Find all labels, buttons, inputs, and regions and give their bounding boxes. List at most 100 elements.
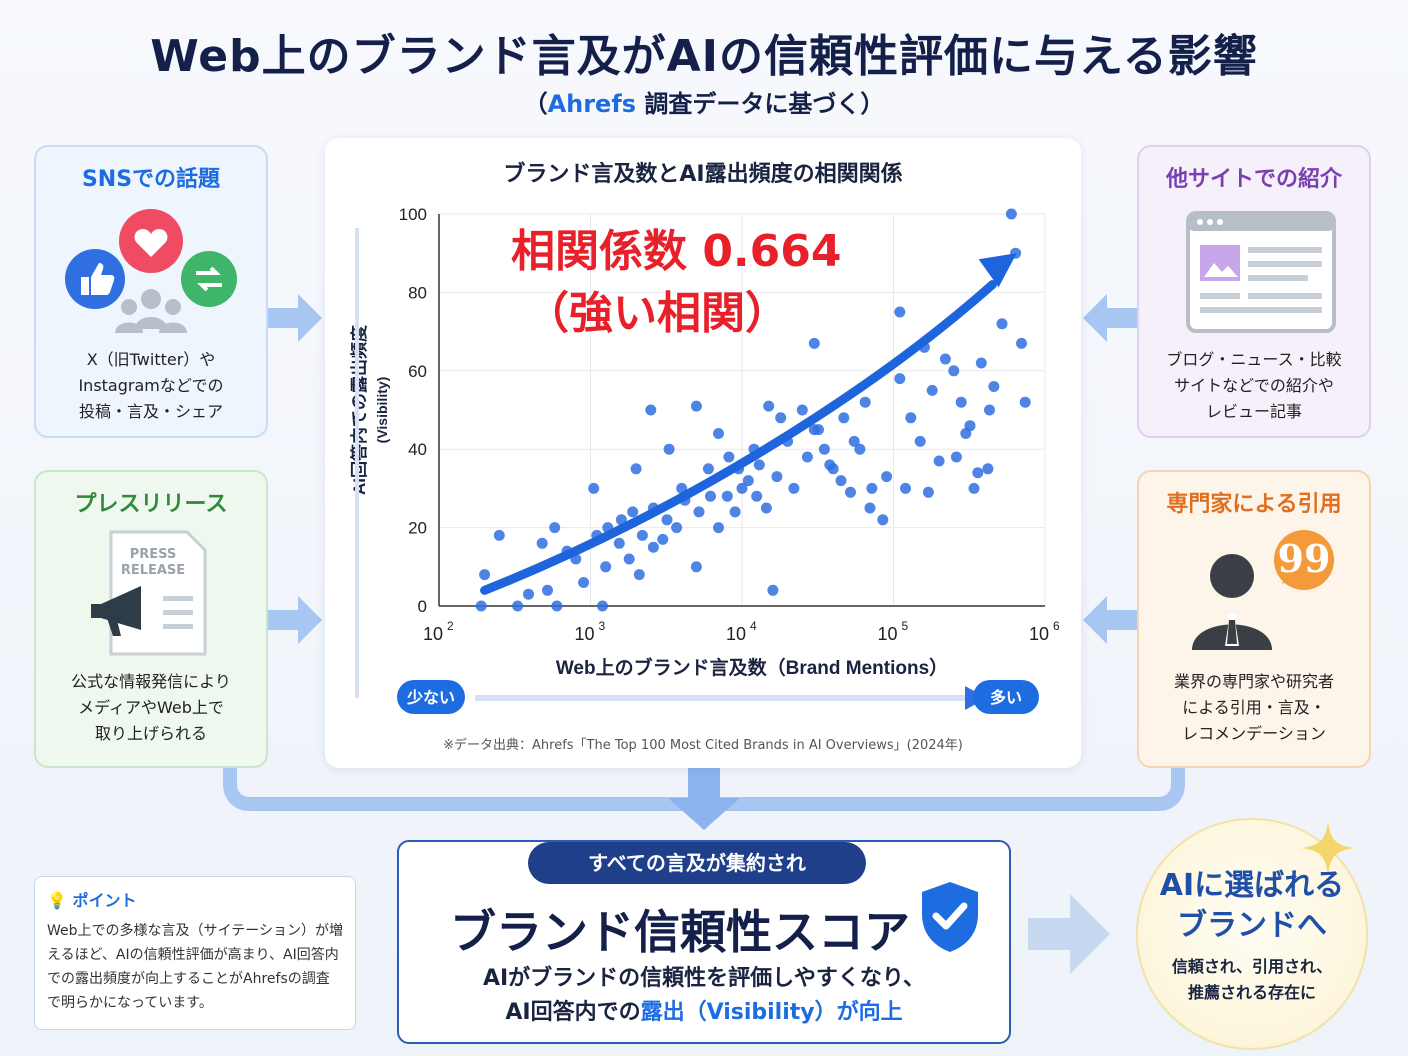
data-point — [613, 537, 625, 549]
data-point — [788, 482, 800, 494]
data-point — [630, 463, 642, 475]
trend-arrow-head — [978, 253, 1017, 288]
data-point — [824, 459, 836, 471]
data-point — [813, 424, 824, 436]
score-desc-line2: AI回答内での露出（Visibility）が向上 — [505, 1000, 903, 1025]
data-point — [671, 522, 683, 534]
data-point — [801, 451, 813, 463]
data-point — [796, 404, 808, 416]
card-press-desc: 公式な情報発信により メディアやWeb上で 取り上げられる — [71, 672, 231, 743]
data-point — [775, 412, 787, 424]
expert-icon: 99 — [1192, 530, 1334, 650]
data-point — [926, 384, 938, 396]
data-point — [996, 318, 1008, 330]
x-tick-label: 10 — [574, 624, 594, 644]
card-press-title: プレスリリース — [74, 492, 228, 517]
data-point — [690, 561, 702, 573]
data-point — [914, 435, 926, 447]
data-point — [493, 529, 505, 541]
data-point — [955, 396, 967, 408]
card-sns-title: SNSでの話題 — [81, 167, 221, 192]
x-tick-label-exponent: 2 — [447, 619, 454, 633]
data-point — [729, 506, 741, 518]
low-label: 少ない — [406, 688, 455, 707]
sparkle-icon — [1300, 820, 1356, 876]
score-pill: すべての言及が集約され — [528, 842, 866, 884]
score-desc-line1: AIがブランドの信頼性を評価しやすくなり、 — [482, 966, 926, 991]
data-point — [633, 569, 645, 581]
x-tick-label: 10 — [877, 624, 897, 644]
data-point — [948, 365, 960, 377]
data-point — [723, 451, 735, 463]
data-point — [922, 486, 934, 498]
sns-icons — [65, 209, 237, 333]
arrow-down-to-score — [668, 768, 740, 830]
score-desc-highlight: 露出（Visibility）が向上 — [640, 1000, 903, 1025]
data-point — [705, 490, 716, 502]
data-point — [721, 490, 733, 502]
data-point — [808, 337, 820, 349]
scatter-chart: 0 20 40 60 80 100 10 2 10 3 10 4 10 5 10 6 Web上のブランド言及数（… — [349, 205, 1060, 714]
data-point — [950, 451, 962, 463]
x-tick-label-exponent: 3 — [599, 619, 606, 633]
y-tick-label: 0 — [418, 597, 427, 616]
data-point — [742, 475, 754, 487]
chart-title: ブランド言及数とAI露出頻度の相関関係 — [503, 162, 903, 187]
data-point — [864, 502, 876, 514]
data-point — [972, 467, 984, 479]
y-tick-label: 20 — [408, 519, 427, 538]
data-point — [982, 463, 994, 475]
data-point — [763, 400, 775, 412]
data-point — [536, 537, 548, 549]
data-point — [512, 600, 524, 612]
data-point — [988, 381, 1000, 392]
goal-title: AIに選ばれる ブランドへ — [1159, 868, 1345, 943]
x-axis-label: Web上のブランド言及数（Brand Mentions） — [556, 656, 948, 679]
point-box: 💡 ポイント Web上での多様な言及（サイテーション）が増えるほど、AIの信頼性… — [34, 876, 356, 1030]
data-point — [753, 459, 765, 471]
svg-text:PRESS: PRESS — [130, 547, 177, 562]
data-point — [657, 533, 669, 545]
data-point — [933, 455, 945, 467]
card-expert-desc: 業界の専門家や研究者 による引用・言及・ レコメンデーション — [1173, 672, 1334, 743]
data-point — [894, 373, 906, 385]
data-point — [713, 428, 724, 439]
data-point — [597, 600, 608, 612]
source-note: ※データ出典：Ahrefs「The Top 100 Most Cited Bra… — [443, 738, 963, 753]
card-sns: SNSでの話題 X（旧Twitter）や Instagramなどでの 投稿・言及… — [34, 145, 268, 438]
quote-icon: 99 — [1274, 530, 1334, 590]
data-point — [771, 471, 783, 483]
data-point — [818, 443, 830, 455]
x-tick-label-exponent: 6 — [1053, 619, 1060, 633]
goal-subtitle: 信頼され、引用され、 推薦される存在に — [1171, 957, 1333, 1002]
y-tick-label: 40 — [408, 440, 427, 459]
x-tick-label-exponent: 4 — [750, 619, 757, 633]
data-point — [578, 577, 590, 588]
data-point — [615, 514, 627, 526]
heart-icon — [119, 209, 183, 273]
data-point — [647, 541, 659, 553]
card-other-desc: ブログ・ニュース・比較 サイトなどでの紹介や レビュー記事 — [1166, 350, 1342, 421]
arrow-sns-to-chart — [268, 294, 322, 342]
data-point — [690, 400, 702, 412]
data-point — [523, 588, 534, 600]
card-press: プレスリリース PRESS RELEASE 公式な情報発信により メディアやWe… — [34, 470, 268, 768]
data-point — [866, 482, 878, 494]
high-label: 多い — [990, 688, 1022, 707]
data-point — [894, 306, 906, 318]
data-point — [636, 529, 648, 541]
data-point — [627, 506, 639, 518]
correlation-annotation: 相関係数 0.664 — [511, 226, 842, 277]
arrow-press-to-chart — [268, 596, 322, 644]
data-point — [542, 584, 553, 596]
card-other-title: 他サイトでの紹介 — [1165, 167, 1342, 192]
data-point — [905, 412, 917, 424]
card-other-sites: 他サイトでの紹介 ブログ・ニュース・比較 サイトなどでの紹介や レビュー記事 — [1137, 145, 1371, 438]
data-point — [645, 404, 657, 416]
x-tick-label: 10 — [1029, 624, 1049, 644]
data-point — [751, 490, 763, 502]
lightbulb-icon: 💡 — [47, 891, 67, 910]
shield-check-icon — [922, 882, 978, 952]
data-point — [736, 482, 748, 494]
